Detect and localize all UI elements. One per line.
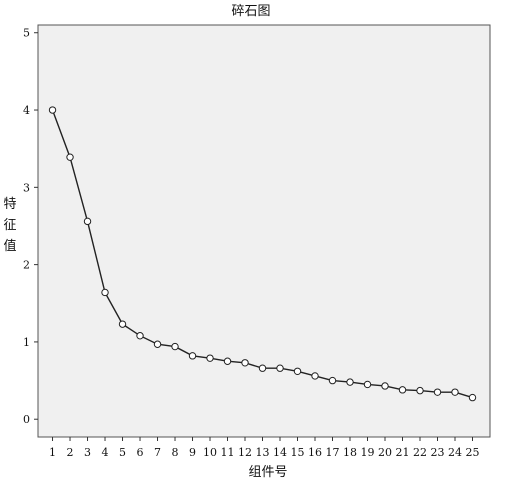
x-tick-label-1: 1 <box>49 446 56 459</box>
data-point-19 <box>363 380 372 389</box>
data-point-5 <box>118 320 127 328</box>
data-point-25 <box>468 393 477 402</box>
y-tick-label-4: 4 <box>23 104 30 117</box>
x-tick-label-20: 20 <box>378 446 392 459</box>
y-tick-label-1: 1 <box>23 336 30 349</box>
data-point-17 <box>328 376 337 385</box>
x-tick-label-6: 6 <box>137 446 144 459</box>
plot-area <box>37 24 491 438</box>
data-point-24 <box>451 388 459 396</box>
x-axis-label: 组件号 <box>248 465 287 480</box>
y-tick-label-2: 2 <box>23 259 30 272</box>
data-series <box>48 106 477 402</box>
y-tick-label-5: 5 <box>23 27 30 40</box>
x-tick-label-3: 3 <box>84 446 91 459</box>
data-point-18 <box>346 378 354 386</box>
data-point-10 <box>206 354 214 362</box>
data-point-7 <box>153 340 162 348</box>
data-point-4 <box>101 288 109 297</box>
data-point-11 <box>223 357 232 365</box>
data-point-13 <box>258 364 267 372</box>
y-tick-label-3: 3 <box>23 181 30 194</box>
x-tick-label-19: 19 <box>361 446 375 459</box>
x-tick-label-10: 10 <box>203 446 217 459</box>
y-tick-label-0: 0 <box>23 413 30 426</box>
x-tick-label-15: 15 <box>291 446 305 459</box>
x-tick-label-9: 9 <box>189 446 196 459</box>
x-tick-label-23: 23 <box>431 446 445 459</box>
x-tick-label-17: 17 <box>326 446 340 459</box>
x-tick-label-5: 5 <box>119 446 126 459</box>
x-tick-label-21: 21 <box>396 446 410 459</box>
data-point-12 <box>241 359 249 367</box>
x-tick-label-12: 12 <box>238 446 252 459</box>
x-tick-label-8: 8 <box>172 446 179 459</box>
x-tick-label-2: 2 <box>67 446 74 459</box>
data-point-8 <box>171 342 179 351</box>
data-point-23 <box>433 388 442 396</box>
data-point-21 <box>398 386 407 394</box>
data-point-3 <box>83 217 92 226</box>
x-tick-label-25: 25 <box>466 446 480 459</box>
data-point-14 <box>276 364 284 372</box>
data-point-16 <box>311 372 319 380</box>
x-tick-label-11: 11 <box>221 446 235 459</box>
x-axis: 1 2 3 4 5 6 7 8 9 10 11 12 13 14 15 16 17 18 19 20 21 22 23 24 2… <box>49 437 480 459</box>
data-point-15 <box>293 367 302 375</box>
x-tick-label-13: 13 <box>256 446 270 459</box>
chart-title: 碎石图 <box>231 4 270 19</box>
x-tick-label-24: 24 <box>448 446 462 459</box>
data-point-1 <box>48 106 57 114</box>
x-tick-label-14: 14 <box>273 446 287 459</box>
y-axis: 0 1 2 3 4 5 <box>23 27 38 426</box>
data-point-22 <box>416 386 424 395</box>
x-tick-label-22: 22 <box>413 446 427 459</box>
y-axis-label: 特征值 <box>3 197 16 254</box>
data-point-2 <box>66 153 74 161</box>
data-point-20 <box>381 382 389 390</box>
x-tick-label-16: 16 <box>308 446 322 459</box>
data-point-6 <box>136 332 144 340</box>
x-tick-label-18: 18 <box>343 446 357 459</box>
data-point-9 <box>188 352 197 360</box>
x-tick-label-7: 7 <box>154 446 161 459</box>
x-tick-label-4: 4 <box>102 446 109 459</box>
